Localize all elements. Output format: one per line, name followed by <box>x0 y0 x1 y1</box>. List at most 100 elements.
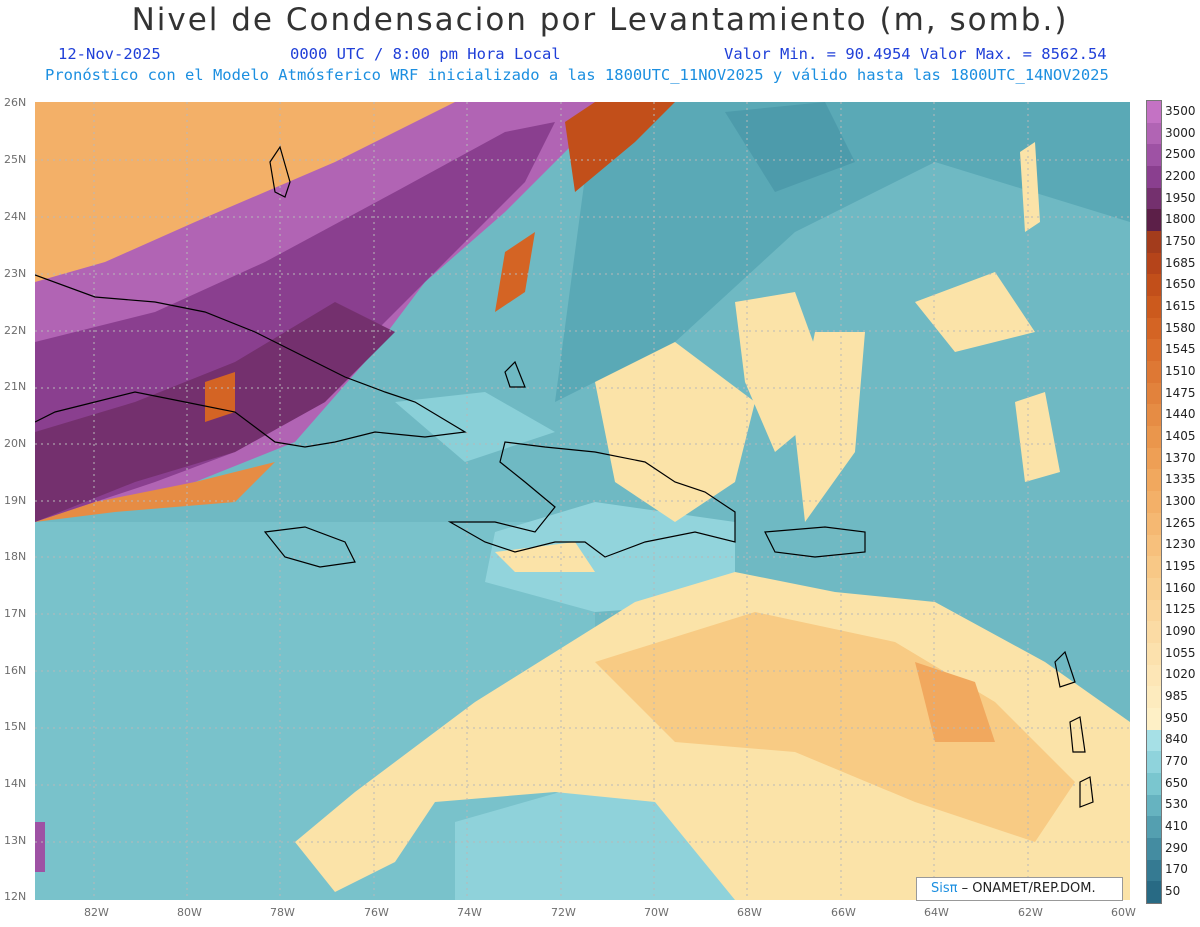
lon-label: 70W <box>644 906 669 919</box>
lesser-antilles-2 <box>1069 716 1086 753</box>
yellow-zone-east <box>1015 392 1060 482</box>
colorbar-level-label: 3000 <box>1165 125 1196 140</box>
colorbar-swatch <box>1147 599 1161 622</box>
coastlines <box>35 145 1094 808</box>
lon-label: 72W <box>551 906 576 919</box>
lon-label: 60W <box>1111 906 1136 919</box>
lat-label: 19N <box>4 494 27 507</box>
colorbar-swatch <box>1147 144 1161 167</box>
colorbar-swatch <box>1147 534 1161 557</box>
colorbar-swatch <box>1147 794 1161 817</box>
colorbar-level-label: 1265 <box>1165 515 1196 530</box>
colorbar-level-label: 170 <box>1165 862 1188 877</box>
lon-label: 78W <box>270 906 295 919</box>
min-max-values: Valor Min. = 90.4954 Valor Max. = 8562.5… <box>724 45 1107 63</box>
lat-label: 26N <box>4 96 27 109</box>
sispi-logo: Sisπ <box>931 881 958 896</box>
colorbar-level-label: 1055 <box>1165 645 1196 660</box>
map-panel <box>35 102 1130 900</box>
brown-edge-north <box>565 102 675 192</box>
lon-label: 66W <box>831 906 856 919</box>
lat-label: 13N <box>4 834 27 847</box>
colorbar-level-label: 1440 <box>1165 407 1196 422</box>
hispaniola-coast <box>447 441 736 558</box>
lat-label: 14N <box>4 777 27 790</box>
lat-label: 25N <box>4 153 27 166</box>
graticule <box>35 102 1130 900</box>
colorbar-level-label: 1580 <box>1165 320 1196 335</box>
forecast-time: 0000 UTC / 8:00 pm Hora Local <box>290 45 561 63</box>
lat-label: 15N <box>4 720 27 733</box>
colorbar-level-label: 1545 <box>1165 342 1196 357</box>
colorbar-level-label: 1090 <box>1165 624 1196 639</box>
colorbar-swatch <box>1147 166 1161 189</box>
colorbar-level-label: 1300 <box>1165 494 1196 508</box>
colorbar-level-label: 3500 <box>1165 103 1196 118</box>
colorbar-level-label: 530 <box>1165 797 1188 812</box>
lon-label: 62W <box>1018 906 1043 919</box>
colorbar-level-label: 1125 <box>1165 602 1196 617</box>
colorbar-level-label: 840 <box>1165 732 1188 747</box>
colorbar-level-label: 1510 <box>1165 363 1196 378</box>
colorbar-swatch <box>1147 621 1161 644</box>
colorbar-swatch <box>1147 252 1161 275</box>
lesser-antilles-3 <box>1079 776 1094 808</box>
lon-label: 74W <box>457 906 482 919</box>
colorbar-swatch <box>1147 729 1161 752</box>
lcl-field <box>35 102 1130 900</box>
colorbar-swatch <box>1147 642 1161 666</box>
colorbar-swatch <box>1147 881 1161 904</box>
colorbar-level-label: 1335 <box>1165 472 1196 487</box>
colorbar-level-label: 650 <box>1165 775 1188 790</box>
colorbar-swatch <box>1147 404 1161 427</box>
lat-label: 12N <box>4 890 27 903</box>
colorbar-swatch <box>1147 361 1161 384</box>
colorbar-level-label: 1160 <box>1165 580 1196 595</box>
colorbar-level-label: 1685 <box>1165 255 1196 270</box>
colorbar-swatch <box>1147 707 1161 731</box>
credit-box: Sisπ – ONAMET/REP.DOM. <box>916 877 1123 901</box>
lat-label: 18N <box>4 550 27 563</box>
colorbar-swatch <box>1147 577 1161 601</box>
colorbar-swatch <box>1147 447 1161 470</box>
lon-label: 76W <box>364 906 389 919</box>
colorbar-swatch <box>1147 772 1161 796</box>
colorbar-level-label: 1195 <box>1165 559 1196 574</box>
lon-label: 68W <box>737 906 762 919</box>
colorbar-level-label: 2500 <box>1165 147 1196 162</box>
brown-edge-mid <box>495 232 535 312</box>
colorbar-swatch <box>1147 339 1161 362</box>
colorbar-level-label: 50 <box>1165 884 1181 899</box>
colorbar-level-label: 1615 <box>1165 298 1196 313</box>
colorbar-level-label: 1475 <box>1165 385 1196 400</box>
colorbar-level-label: 1370 <box>1165 450 1196 465</box>
orange-edge-south <box>35 462 275 522</box>
lat-label: 16N <box>4 664 27 677</box>
colorbar-swatch <box>1147 122 1161 145</box>
lat-label: 21N <box>4 380 27 393</box>
colorbar-level-label: 770 <box>1165 754 1188 769</box>
yellow-zone-strip <box>1020 142 1040 232</box>
orange-core-south <box>915 662 995 742</box>
colorbar <box>1146 100 1162 904</box>
lat-label: 20N <box>4 437 27 450</box>
colorbar-swatch <box>1147 512 1161 535</box>
atlantic-patch <box>725 102 855 192</box>
colorbar-swatch <box>1147 837 1161 861</box>
forecast-note: Pronóstico con el Modelo Atmósferico WRF… <box>45 66 1109 84</box>
colorbar-level-label: 1020 <box>1165 667 1196 682</box>
colorbar-swatch <box>1147 317 1161 340</box>
colorbar-swatch <box>1147 664 1161 687</box>
colorbar-level-label: 985 <box>1165 689 1188 704</box>
lon-label: 64W <box>924 906 949 919</box>
jamaica-coast <box>263 526 356 568</box>
lat-label: 17N <box>4 607 27 620</box>
colorbar-swatch <box>1147 859 1161 882</box>
colorbar-level-label: 290 <box>1165 840 1188 855</box>
colorbar-level-label: 1800 <box>1165 212 1196 227</box>
cuba-coast <box>35 274 467 448</box>
colorbar-swatch <box>1147 296 1161 319</box>
chart-title: Nivel de Condensacion por Levantamiento … <box>131 2 1069 38</box>
caribbean-light <box>485 502 735 612</box>
lat-label: 24N <box>4 210 27 223</box>
